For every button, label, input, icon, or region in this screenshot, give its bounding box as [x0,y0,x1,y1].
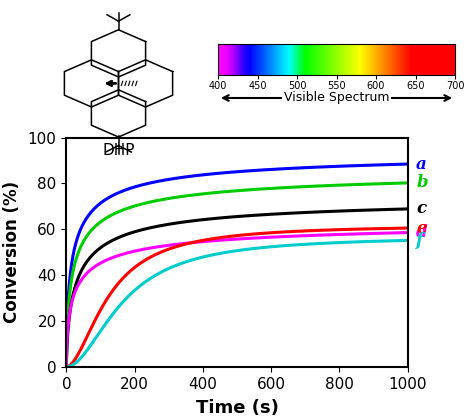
Text: e: e [416,220,427,236]
Text: f: f [416,232,423,249]
Text: c: c [416,201,426,217]
X-axis label: Wavelength (nm): Wavelength (nm) [283,93,391,103]
Text: a: a [416,156,427,173]
Text: d: d [416,224,428,241]
X-axis label: Time (s): Time (s) [196,399,278,417]
Text: Visible Spectrum: Visible Spectrum [284,91,389,105]
Text: DHP: DHP [102,143,135,158]
Text: b: b [416,174,428,191]
Y-axis label: Conversion (%): Conversion (%) [3,181,21,323]
